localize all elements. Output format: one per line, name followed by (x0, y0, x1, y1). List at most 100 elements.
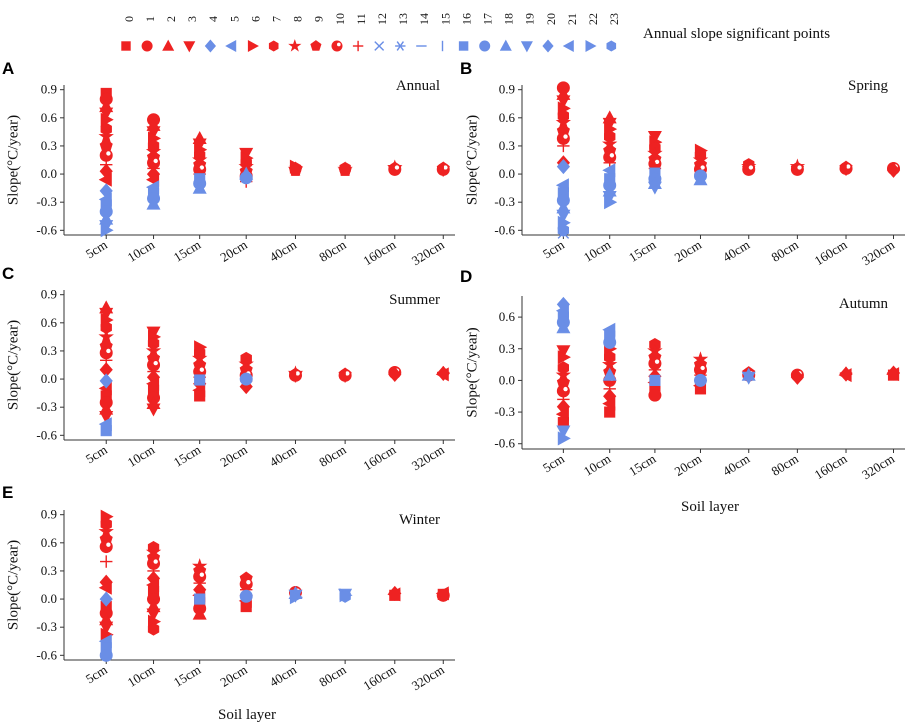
legend-symbol (331, 40, 343, 52)
y-axis-title: Slope(°C/year) (464, 327, 480, 417)
data-point (838, 368, 852, 383)
data-point (436, 588, 450, 602)
legend-symbol (352, 40, 364, 52)
legend-number: 13 (396, 13, 410, 25)
x-tick-label: 160cm (360, 237, 398, 268)
x-tick-label: 320cm (409, 237, 447, 268)
legend-symbol (542, 39, 554, 53)
data-point (192, 180, 207, 194)
data-point (557, 350, 571, 365)
panel-C: 0.9 0.6 0.3 0.0 -0.3 -0.6 5cm 10cm 15cm 20cm 40cm 8… (2, 264, 455, 473)
y-tick-label: 0.6 (41, 315, 58, 330)
data-point (693, 373, 707, 387)
panel-title: Winter (399, 512, 440, 528)
x-tick-label: 160cm (812, 237, 850, 268)
data-point (648, 388, 662, 402)
data-point (194, 374, 206, 386)
data-point (288, 163, 303, 176)
legend-symbol (499, 39, 512, 51)
data-point (289, 590, 303, 605)
data-point (239, 166, 254, 180)
y-tick-label: 0.9 (41, 82, 57, 97)
data-point (289, 370, 302, 383)
data-point (194, 390, 206, 402)
legend-number: 10 (333, 13, 347, 25)
panel-letter: A (2, 59, 14, 78)
legend-symbol (520, 41, 533, 53)
y-tick-label: 0.9 (41, 287, 57, 302)
data-point (98, 172, 112, 187)
x-tick-label: 320cm (859, 451, 897, 482)
y-tick-label: 0.3 (41, 138, 57, 153)
data-point (99, 373, 113, 389)
y-tick-label: -0.3 (36, 194, 57, 209)
y-tick-label: 0.6 (499, 309, 516, 324)
legend-number: 12 (375, 13, 389, 25)
legend-symbol (606, 40, 617, 52)
x-tick-label: 10cm (125, 237, 157, 265)
x-tick-label: 5cm (540, 451, 567, 476)
legend-symbol (562, 39, 574, 53)
data-point (99, 107, 114, 121)
x-tick-label: 5cm (83, 662, 110, 687)
x-tick-label: 40cm (267, 237, 299, 265)
legend-symbol (225, 39, 237, 53)
legend-symbol (310, 40, 322, 51)
x-tick-label: 20cm (672, 451, 704, 479)
data-point (194, 593, 206, 605)
legend-number: 16 (459, 13, 473, 25)
y-tick-label: 0.0 (41, 591, 57, 606)
x-tick-label: 320cm (409, 662, 447, 693)
y-tick-label: -0.3 (494, 404, 515, 419)
data-point (338, 370, 352, 383)
y-tick-label: 0.9 (41, 507, 57, 522)
panel-title: Summer (389, 292, 440, 308)
y-tick-label: 0.3 (41, 563, 57, 578)
data-point (435, 367, 449, 382)
y-tick-label: 0.0 (41, 371, 57, 386)
legend-symbol (183, 41, 196, 53)
y-tick-label: -0.6 (494, 436, 515, 451)
x-tick-label: 15cm (626, 451, 658, 479)
data-point (556, 320, 571, 334)
data-point (556, 425, 571, 439)
data-point (790, 162, 804, 176)
data-point (240, 600, 252, 613)
x-tick-label: 80cm (316, 237, 348, 265)
legend-symbol (374, 41, 385, 51)
data-point (100, 223, 114, 238)
data-point (146, 196, 161, 210)
y-tick-label: 0.0 (41, 166, 57, 181)
data-point (99, 410, 114, 425)
y-tick-label: -0.3 (36, 619, 57, 634)
x-tick-label: 80cm (769, 237, 801, 265)
legend-symbol (288, 39, 302, 52)
data-point (338, 163, 352, 176)
data-point (693, 172, 708, 186)
data-point (389, 589, 401, 601)
y-tick-label: -0.6 (494, 222, 515, 237)
data-point (556, 158, 570, 175)
data-point (239, 589, 253, 603)
panel-letter: B (460, 59, 472, 78)
x-tick-label: 40cm (267, 662, 299, 690)
x-tick-label: 5cm (83, 442, 110, 467)
data-point (557, 139, 570, 153)
y-tick-label: 0.3 (41, 343, 57, 358)
data-point (604, 195, 618, 210)
x-tick-label: 160cm (812, 451, 850, 482)
data-point (99, 591, 113, 607)
x-tick-label: 20cm (217, 237, 249, 265)
panel-letter: E (2, 483, 13, 502)
panel-title: Autumn (839, 296, 889, 312)
panels: 0.9 0.6 0.3 0.0 -0.3 -0.6 5cm 10cm 15cm 20cm 40cm 8… (2, 59, 905, 723)
panel-letter: D (460, 267, 472, 286)
legend-symbol (268, 40, 279, 52)
y-tick-label: 0.6 (41, 535, 58, 550)
legend-number: 14 (417, 13, 431, 25)
y-axis-title: Slope(°C/year) (5, 115, 21, 205)
data-point (99, 648, 113, 662)
x-tick-label: 320cm (859, 237, 897, 268)
legend-number: 0 (122, 16, 136, 22)
y-tick-label: 0.9 (499, 82, 515, 97)
